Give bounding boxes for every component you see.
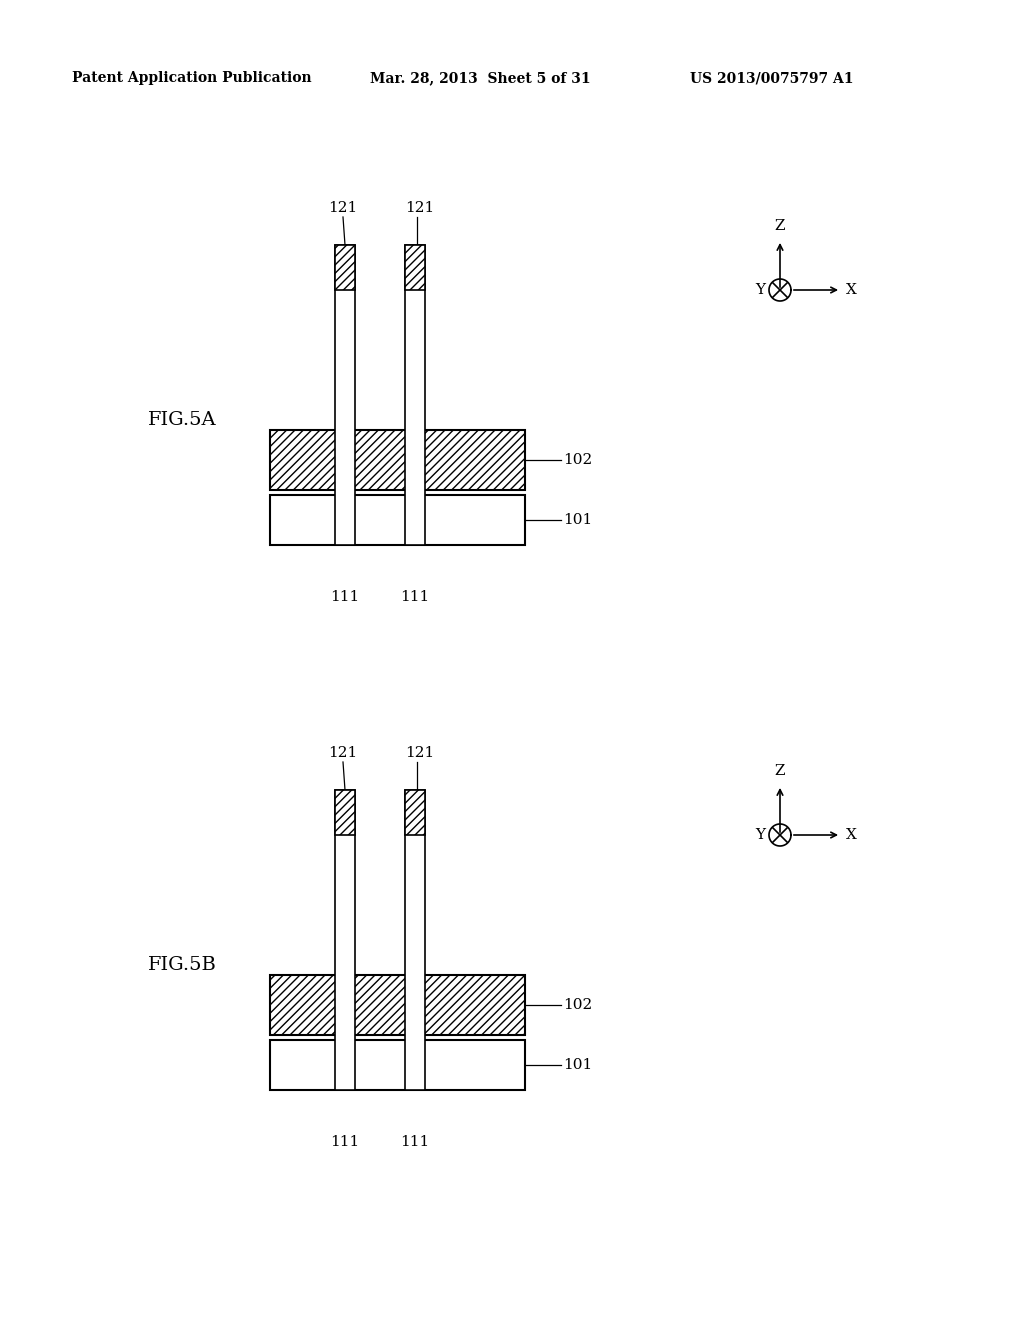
Bar: [406, 246, 425, 290]
Bar: [335, 789, 355, 836]
Text: X: X: [846, 282, 857, 297]
Bar: [270, 1040, 525, 1090]
Bar: [335, 789, 355, 1090]
Text: 121: 121: [329, 201, 357, 215]
Bar: [406, 789, 425, 1090]
Text: X: X: [846, 828, 857, 842]
Text: 111: 111: [400, 590, 430, 605]
Text: Z: Z: [775, 764, 785, 777]
Bar: [270, 430, 525, 490]
Text: 111: 111: [400, 1135, 430, 1148]
Text: Mar. 28, 2013  Sheet 5 of 31: Mar. 28, 2013 Sheet 5 of 31: [370, 71, 591, 84]
Text: FIG.5B: FIG.5B: [148, 956, 217, 974]
Bar: [406, 789, 425, 836]
Text: Z: Z: [775, 219, 785, 234]
Text: 121: 121: [406, 201, 434, 215]
Text: 101: 101: [563, 1059, 592, 1072]
Bar: [406, 246, 425, 545]
Text: Patent Application Publication: Patent Application Publication: [72, 71, 311, 84]
Text: 101: 101: [563, 513, 592, 527]
Text: FIG.5A: FIG.5A: [148, 411, 217, 429]
Bar: [270, 975, 525, 1035]
Text: 121: 121: [329, 746, 357, 760]
Text: Y: Y: [755, 828, 765, 842]
Text: 102: 102: [563, 998, 592, 1012]
Text: 102: 102: [563, 453, 592, 467]
Text: 111: 111: [331, 590, 359, 605]
Text: 111: 111: [331, 1135, 359, 1148]
Bar: [270, 495, 525, 545]
Text: US 2013/0075797 A1: US 2013/0075797 A1: [690, 71, 853, 84]
Bar: [335, 246, 355, 545]
Text: Y: Y: [755, 282, 765, 297]
Text: 121: 121: [406, 746, 434, 760]
Bar: [335, 246, 355, 290]
